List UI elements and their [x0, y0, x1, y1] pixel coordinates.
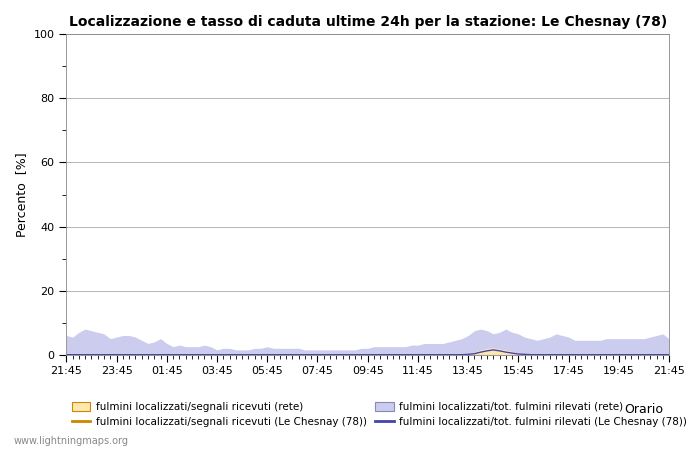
- Text: www.lightningmaps.org: www.lightningmaps.org: [14, 436, 129, 446]
- Legend: fulmini localizzati/segnali ricevuti (rete), fulmini localizzati/segnali ricevut: fulmini localizzati/segnali ricevuti (re…: [71, 401, 687, 427]
- Title: Localizzazione e tasso di caduta ultime 24h per la stazione: Le Chesnay (78): Localizzazione e tasso di caduta ultime …: [69, 15, 667, 29]
- Y-axis label: Percento  [%]: Percento [%]: [15, 152, 28, 237]
- Text: Orario: Orario: [624, 403, 664, 416]
